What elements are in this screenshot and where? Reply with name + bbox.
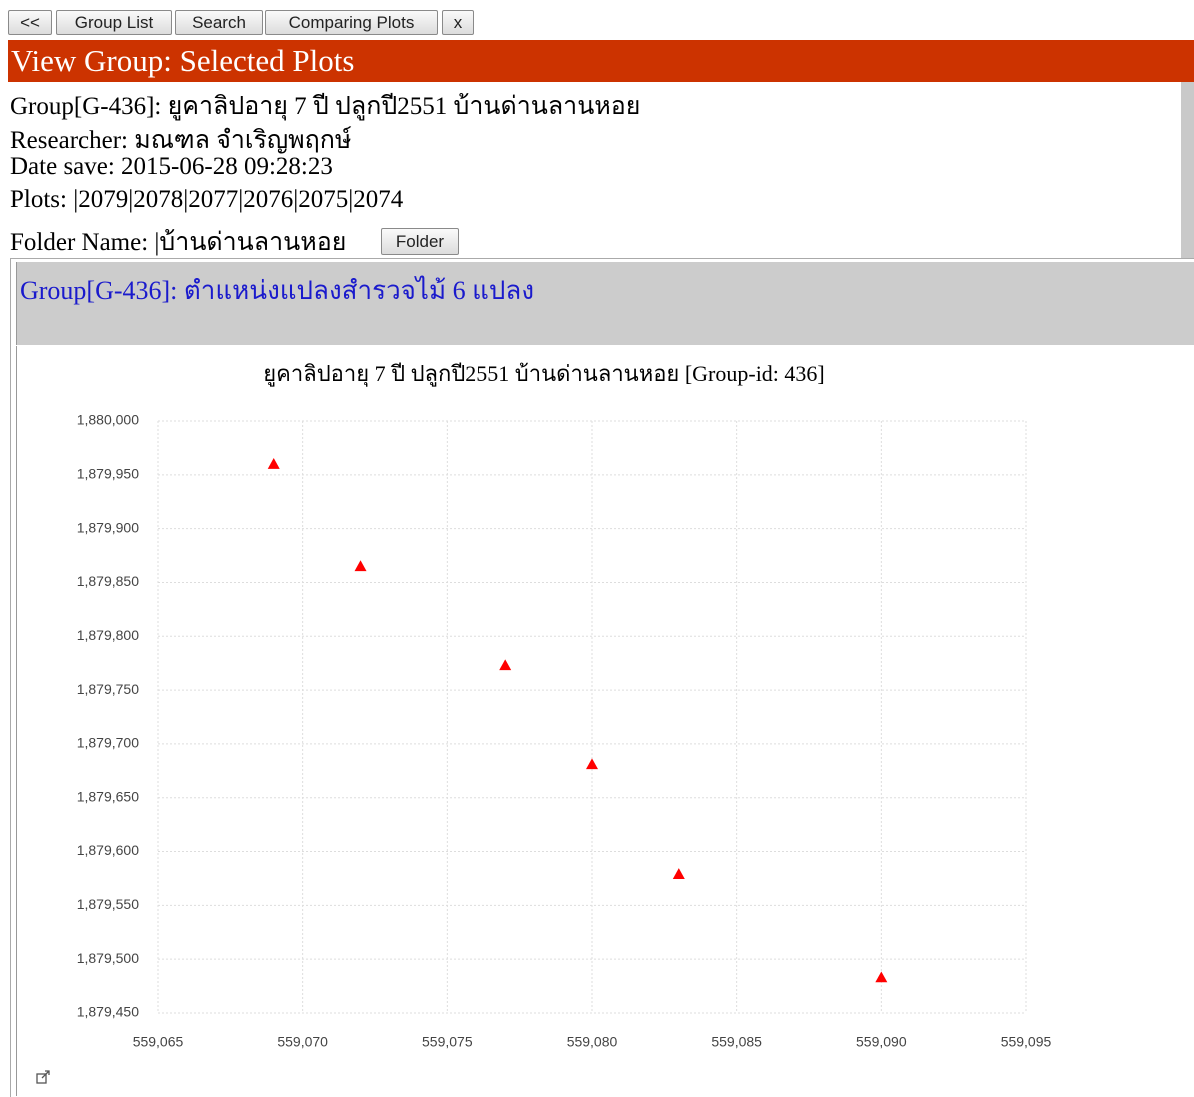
group-list-button[interactable]: Group List [56, 10, 172, 35]
point [672, 868, 685, 879]
folder-button[interactable]: Folder [381, 228, 459, 255]
export-icon[interactable] [36, 1070, 50, 1084]
panel-title: Group[G-436]: ตำแหน่งแปลงสำรวจไม้ 6 แปลง [20, 276, 535, 305]
y-tick-label: 1,879,600 [77, 842, 139, 858]
y-tick-label: 1,879,950 [77, 466, 139, 482]
y-tick-label: 1,879,550 [77, 896, 139, 912]
x-tick-label: 559,075 [422, 1034, 473, 1050]
search-button[interactable]: Search [175, 10, 263, 35]
info-line: Folder Name: |บ้านด่านลานหอย [10, 229, 347, 256]
x-tick-label: 559,085 [711, 1034, 762, 1050]
icon-box [36, 1073, 47, 1084]
point [499, 659, 512, 671]
x-tick-label: 559,090 [856, 1034, 907, 1050]
x-tick-label: 559,080 [567, 1034, 618, 1050]
close-button[interactable]: x [442, 10, 474, 35]
x-tick-label: 559,070 [277, 1034, 328, 1050]
y-tick-label: 1,880,000 [77, 412, 139, 428]
chart-panel [10, 258, 1194, 1097]
chart: ยูคาลิปอายุ 7 ปี ปลูกปี2551 บ้านด่านลานห… [16, 346, 1052, 1096]
panel-header [16, 262, 1194, 345]
y-tick-label: 1,879,450 [77, 1004, 139, 1020]
y-tick-label: 1,879,800 [77, 627, 139, 643]
x-tick-label: 559,065 [133, 1034, 184, 1050]
y-tick-label: 1,879,850 [77, 573, 139, 589]
scrollbar[interactable] [1181, 82, 1194, 258]
point [267, 458, 280, 469]
info-line: Plots: |2079|2078|2077|2076|2075|2074 [10, 186, 404, 213]
comparing-plots-button[interactable]: Comparing Plots [265, 10, 438, 35]
point [586, 758, 598, 770]
y-tick-label: 1,879,900 [77, 519, 139, 535]
icon-arrow [41, 1070, 50, 1079]
y-tick-label: 1,879,700 [77, 735, 139, 751]
point [354, 560, 367, 572]
y-tick-label: 1,879,750 [77, 681, 139, 697]
info-line: Group[G-436]: ยูคาลิปอายุ 7 ปี ปลูกปี255… [10, 93, 641, 120]
header-title: View Group: Selected Plots [11, 43, 355, 78]
header-bar: View Group: Selected Plots [8, 40, 1194, 82]
info-line: Date save: 2015-06-28 09:28:23 [10, 153, 333, 180]
point [875, 971, 888, 983]
chart-title: ยูคาลิปอายุ 7 ปี ปลูกปี2551 บ้านด่านลานห… [263, 361, 825, 387]
info-line: Researcher: มณฑล จำเริญพฤกษ์ [10, 127, 352, 154]
y-tick-label: 1,879,500 [77, 950, 139, 966]
y-tick-label: 1,879,650 [77, 788, 139, 804]
x-tick-label: 559,095 [1001, 1034, 1052, 1050]
back-button[interactable]: << [8, 10, 52, 35]
